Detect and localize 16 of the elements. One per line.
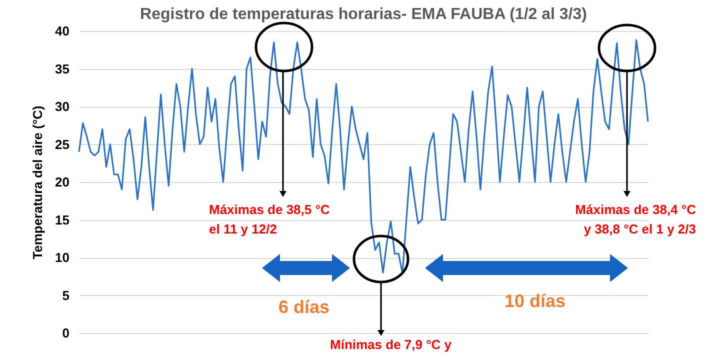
y-tick-label: 25 — [55, 136, 70, 152]
y-tick-label: 5 — [62, 288, 70, 303]
y-tick-label: 15 — [55, 212, 70, 228]
annotation: Máximas de 38,5 °C el 11 y 12/2 — [209, 202, 330, 236]
annotation: 6 días — [278, 297, 330, 317]
y-tick-label: 35 — [55, 61, 70, 76]
chart-title: Registro de temperaturas horarias- EMA FAUBA (1/2 al 3/3) — [140, 6, 587, 23]
annotation: Máximas de 38,4 °C y 38,8 °C el 1 y 2/3 — [575, 202, 697, 236]
y-tick-label: 40 — [55, 24, 70, 38]
y-tick-label: 30 — [55, 99, 70, 114]
y-axis-title: Temperatura del aire (°C) — [30, 106, 46, 260]
y-tick-label: 20 — [55, 174, 70, 190]
annotation: 10 días — [504, 291, 566, 311]
text: Mínimas de 7,9 °C y — [330, 337, 452, 352]
y-tick-label: 10 — [55, 250, 70, 265]
y-tick-label: 0 — [62, 326, 70, 340]
